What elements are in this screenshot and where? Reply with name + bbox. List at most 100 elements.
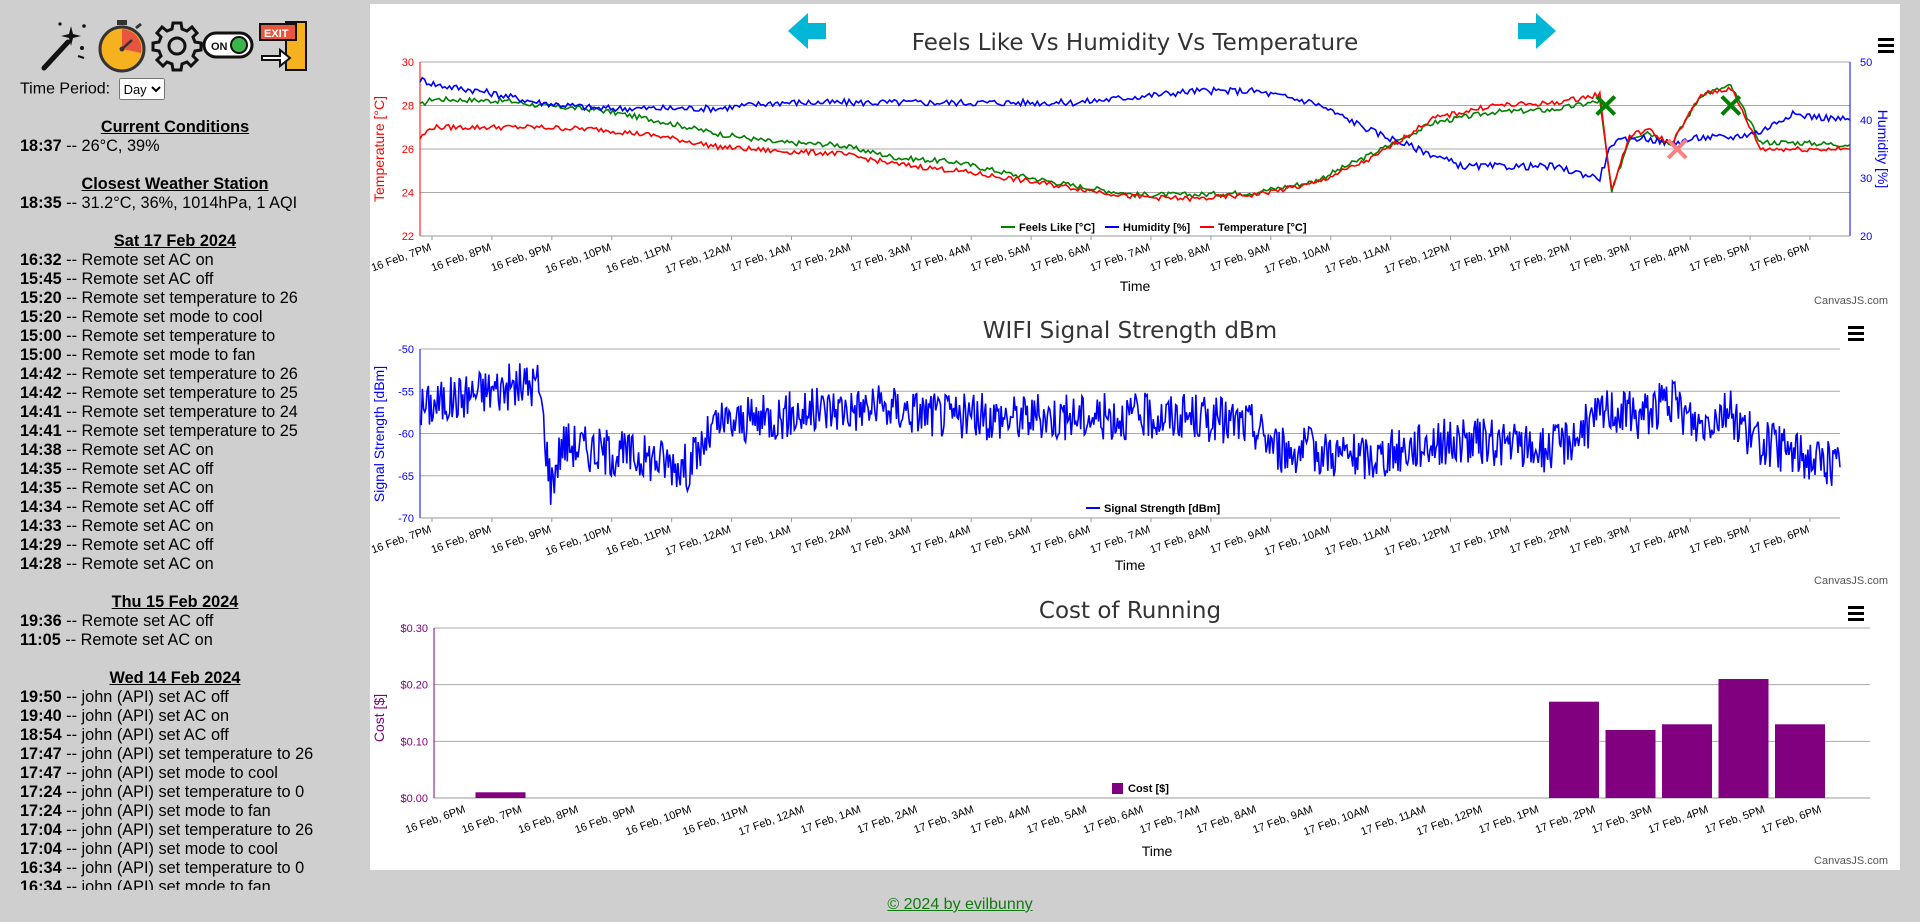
log-text: -- Remote set AC off	[61, 536, 214, 554]
log-text: -- Remote set temperature to	[61, 327, 276, 345]
on-toggle-icon[interactable]: ON	[202, 30, 254, 60]
gear-icon[interactable]	[150, 18, 204, 74]
magic-wand-icon[interactable]	[38, 18, 90, 74]
log-entry: 16:34 -- john (API) set mode to fan	[20, 878, 330, 890]
x-tick-label: 17 Feb, 5AM	[969, 242, 1032, 275]
cost-chart: Cost of Running $0.00 $0.10 $0.20 $0.30 Cost …	[371, 598, 1888, 867]
x-tick-label: 17 Feb, 5AM	[969, 524, 1032, 557]
series-line-0	[419, 83, 1851, 199]
x-tick-label: 17 Feb, 8AM	[1149, 242, 1212, 275]
log-text: -- john (API) set mode to fan	[61, 878, 271, 890]
menu-bar	[1878, 44, 1894, 47]
cost-bar	[1718, 679, 1769, 798]
x-tick-label: 16 Feb, 7PM	[370, 242, 433, 275]
x-tick-label: 17 Feb, 11AM	[1323, 524, 1391, 559]
x-tick-label: 16 Feb, 8PM	[430, 242, 493, 275]
log-time: 17:04	[20, 840, 62, 858]
day-title: Wed 14 Feb 2024	[109, 669, 241, 687]
log-entry: 14:42 -- Remote set temperature to 26	[20, 365, 330, 384]
log-text: -- john (API) set temperature to 26	[61, 745, 314, 763]
log-entry: 11:05 -- Remote set AC on	[20, 631, 330, 650]
x-tick-label: 17 Feb, 6PM	[1748, 242, 1811, 275]
x-tick-label: 17 Feb, 7AM	[1089, 242, 1152, 275]
x-tick-label: 17 Feb, 2PM	[1508, 242, 1571, 275]
log-text: -- Remote set AC off	[61, 460, 214, 478]
stopwatch-icon[interactable]	[96, 18, 148, 74]
y-tick-label: 30	[402, 57, 414, 69]
chart-title: Feels Like Vs Humidity Vs Temperature	[912, 30, 1358, 56]
menu-bar	[1848, 618, 1864, 621]
exit-label: EXIT	[264, 28, 289, 40]
time-period-label: Time Period:	[20, 80, 111, 98]
log-text: -- john (API) set temperature to 26	[61, 821, 314, 839]
footer: © 2024 by evilbunny	[0, 896, 1920, 922]
y-tick-label: $0.00	[400, 793, 428, 805]
station-time: 18:35	[20, 194, 62, 212]
cost-bar	[1549, 701, 1599, 798]
log-entry: 14:34 -- Remote set AC off	[20, 498, 330, 517]
log-text: -- Remote set AC off	[61, 498, 214, 516]
x-tick-label: 17 Feb, 8AM	[1195, 804, 1258, 837]
x-tick-label: 17 Feb, 4AM	[909, 524, 972, 557]
x-tick-label: 17 Feb, 5PM	[1688, 242, 1751, 275]
current-time: 18:37	[20, 137, 62, 155]
x-tick-label: 17 Feb, 3PM	[1568, 524, 1631, 557]
x-tick-label: 17 Feb, 2AM	[856, 804, 919, 837]
x-tick-label: 16 Feb, 10PM	[544, 242, 613, 277]
y-tick-label: -65	[398, 471, 414, 483]
chart-menu-icon	[1848, 326, 1864, 341]
x-tick-label: 17 Feb, 2AM	[789, 524, 852, 557]
chart-credit: CanvasJS.com	[1814, 295, 1888, 307]
log-entry: 19:40 -- john (API) set AC on	[20, 707, 330, 726]
x-tick-label: 16 Feb, 8PM	[430, 524, 493, 557]
log-entry: 16:34 -- john (API) set temperature to 0	[20, 859, 330, 878]
y-tick-label: 24	[402, 188, 414, 200]
x-tick-label: 17 Feb, 3PM	[1590, 804, 1653, 837]
log-entry: 14:41 -- Remote set temperature to 25	[20, 422, 330, 441]
time-period-select[interactable]: Day	[118, 78, 165, 100]
y-axis-label: Signal Strength [dBm]	[371, 366, 387, 502]
chart-credit: CanvasJS.com	[1814, 575, 1888, 587]
x-axis-label: Time	[1142, 843, 1173, 859]
x-tick-label: 16 Feb, 7PM	[370, 524, 433, 557]
y2-tick-label: 40	[1860, 115, 1872, 127]
weather-station-row: 18:35 -- 31.2°C, 36%, 1014hPa, 1 AQI	[20, 194, 330, 213]
x-axis-label: Time	[1115, 557, 1146, 573]
x-tick-label: 17 Feb, 9AM	[1209, 242, 1272, 275]
x-tick-label: 17 Feb, 3AM	[849, 242, 912, 275]
log-entry: 17:04 -- john (API) set mode to cool	[20, 840, 330, 859]
log-time: 19:36	[20, 612, 62, 630]
sidebar: ON EXIT Time Period: Day Current Conditi…	[0, 0, 350, 890]
footer-link[interactable]: © 2024 by evilbunny	[887, 896, 1033, 913]
menu-bar	[1848, 326, 1864, 329]
exit-icon[interactable]: EXIT	[256, 18, 310, 74]
log-entry: 17:24 -- john (API) set mode to fan	[20, 802, 330, 821]
prev-arrow-icon[interactable]	[788, 13, 826, 49]
station-text: -- 31.2°C, 36%, 1014hPa, 1 AQI	[61, 194, 298, 212]
log-text: -- Remote set AC off	[61, 612, 214, 630]
menu-bar	[1848, 338, 1864, 341]
x-tick-label: 17 Feb, 10AM	[1263, 242, 1332, 277]
x-tick-label: 17 Feb, 4AM	[909, 242, 972, 275]
log-entry: 14:28 -- Remote set AC on	[20, 555, 330, 574]
log-text: -- Remote set AC off	[61, 270, 214, 288]
log-time: 14:33	[20, 517, 62, 535]
x-tick-label: 17 Feb, 1AM	[729, 242, 792, 275]
time-period: Time Period: Day	[20, 78, 165, 100]
chart-menu-icon	[1878, 38, 1894, 53]
log-time: 14:42	[20, 384, 62, 402]
data-marker	[1666, 138, 1688, 160]
charts-panel: Feels Like Vs Humidity Vs Temperature 22 2…	[370, 4, 1900, 870]
log-entry: 15:45 -- Remote set AC off	[20, 270, 330, 289]
log-text: -- Remote set AC on	[61, 251, 214, 269]
chart-title: Cost of Running	[1039, 598, 1221, 624]
log-time: 17:24	[20, 802, 62, 820]
log-text: -- Remote set AC on	[60, 631, 213, 649]
log-time: 15:20	[20, 289, 62, 307]
log-entry: 15:00 -- Remote set mode to fan	[20, 346, 330, 365]
log-text: -- Remote set temperature to 26	[61, 289, 298, 307]
menu-bar	[1878, 38, 1894, 41]
legend-label: Feels Like [°C]	[1019, 222, 1095, 234]
next-arrow-icon[interactable]	[1518, 13, 1556, 49]
legend-label: Temperature [°C]	[1218, 222, 1307, 234]
